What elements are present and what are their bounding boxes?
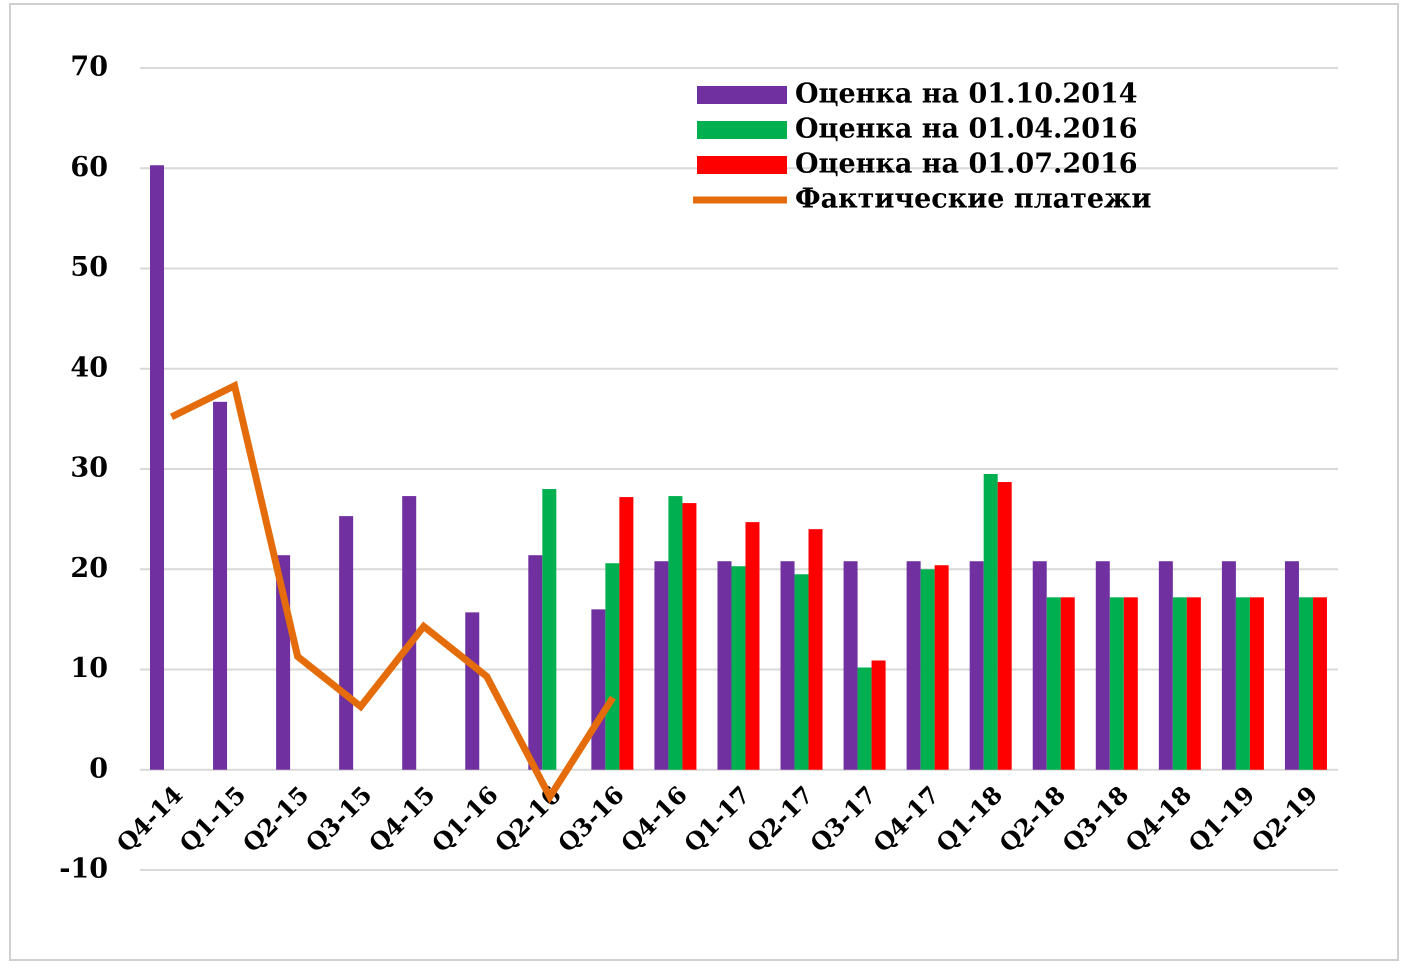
y-tick-label: 20	[70, 553, 108, 584]
bar	[871, 660, 886, 770]
bar	[339, 516, 354, 770]
bar	[465, 612, 480, 770]
y-tick-label: 10	[70, 653, 108, 684]
bar	[857, 667, 872, 770]
bar	[619, 497, 634, 770]
bar	[1284, 561, 1299, 770]
bar	[997, 482, 1012, 770]
bar	[1123, 597, 1138, 770]
legend-swatch	[697, 121, 787, 139]
bar	[682, 503, 697, 770]
y-tick-label: 0	[89, 753, 108, 784]
bar	[668, 496, 683, 770]
legend-swatch	[697, 86, 787, 104]
y-tick-label: 50	[70, 252, 108, 283]
bar	[528, 555, 543, 770]
y-tick-label: -10	[59, 854, 108, 885]
bar	[1060, 597, 1075, 770]
legend-swatch	[697, 156, 787, 174]
bar	[1235, 597, 1250, 770]
legend-label: Оценка на 01.04.2016	[795, 114, 1138, 145]
bar	[1298, 597, 1313, 770]
bar	[1158, 561, 1173, 770]
bar	[1172, 597, 1187, 770]
legend-label: Оценка на 01.10.2014	[795, 79, 1138, 110]
bar	[794, 574, 809, 770]
bar	[542, 489, 557, 770]
bar	[1095, 561, 1110, 770]
bar	[731, 566, 746, 770]
line-series	[169, 380, 616, 804]
bar	[1046, 597, 1061, 770]
bar	[745, 522, 760, 770]
bar	[780, 561, 795, 770]
bar	[150, 165, 164, 770]
bar	[1221, 561, 1236, 770]
bar	[654, 561, 669, 770]
bar	[934, 565, 949, 770]
bar	[1249, 597, 1264, 770]
bar	[843, 561, 858, 770]
bar	[717, 561, 732, 770]
bar	[213, 401, 228, 770]
bar	[1312, 597, 1327, 770]
bar	[1032, 561, 1047, 770]
bar	[591, 609, 606, 770]
bar	[906, 561, 921, 770]
legend-label: Фактические платежи	[795, 184, 1151, 215]
bar	[1109, 597, 1124, 770]
bar	[1186, 597, 1201, 770]
y-tick-label: 30	[70, 453, 108, 484]
legend-label: Оценка на 01.07.2016	[795, 149, 1138, 180]
bar	[808, 529, 823, 770]
y-tick-label: 70	[70, 52, 108, 83]
y-tick-label: 40	[70, 352, 108, 383]
bar	[969, 561, 984, 770]
bar	[402, 496, 417, 770]
bar	[605, 563, 620, 770]
bar	[920, 569, 935, 770]
y-tick-label: 60	[70, 152, 108, 183]
bar	[983, 474, 998, 770]
